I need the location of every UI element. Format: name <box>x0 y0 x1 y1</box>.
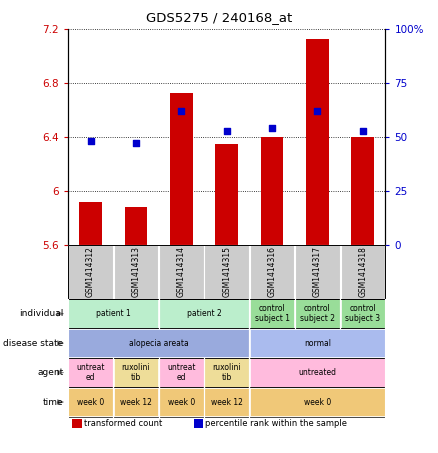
Text: patient 2: patient 2 <box>187 309 221 318</box>
Text: patient 1: patient 1 <box>96 309 131 318</box>
Bar <box>215 144 238 245</box>
Text: agent: agent <box>37 368 64 377</box>
Point <box>314 108 321 115</box>
Text: alopecia areata: alopecia areata <box>129 339 188 347</box>
Text: GSM1414316: GSM1414316 <box>268 246 276 297</box>
Text: individual: individual <box>19 309 64 318</box>
Text: percentile rank within the sample: percentile rank within the sample <box>205 419 347 428</box>
Point <box>178 108 185 115</box>
Point <box>359 127 366 134</box>
Text: untreat
ed: untreat ed <box>76 363 105 382</box>
Text: GSM1414317: GSM1414317 <box>313 246 322 297</box>
Bar <box>261 137 283 245</box>
Text: transformed count: transformed count <box>84 419 162 428</box>
Bar <box>170 93 193 245</box>
Text: GSM1414312: GSM1414312 <box>86 246 95 297</box>
Text: week 12: week 12 <box>120 398 152 406</box>
Text: GSM1414313: GSM1414313 <box>131 246 141 297</box>
Text: normal: normal <box>304 339 331 347</box>
Text: control
subject 2: control subject 2 <box>300 304 335 323</box>
Text: GSM1414315: GSM1414315 <box>222 246 231 297</box>
Text: disease state: disease state <box>3 339 64 347</box>
Text: control
subject 3: control subject 3 <box>345 304 380 323</box>
Text: control
subject 1: control subject 1 <box>254 304 290 323</box>
Bar <box>79 202 102 245</box>
Text: GSM1414314: GSM1414314 <box>177 246 186 297</box>
Text: week 0: week 0 <box>168 398 195 406</box>
Point <box>132 140 139 147</box>
Bar <box>351 137 374 245</box>
Text: GDS5275 / 240168_at: GDS5275 / 240168_at <box>146 11 292 24</box>
Point <box>268 125 276 132</box>
Text: ruxolini
tib: ruxolini tib <box>122 363 150 382</box>
Point <box>223 127 230 134</box>
Text: time: time <box>43 398 64 406</box>
Text: week 0: week 0 <box>77 398 104 406</box>
Bar <box>306 39 329 245</box>
Text: week 0: week 0 <box>304 398 331 406</box>
Text: GSM1414318: GSM1414318 <box>358 246 367 297</box>
Bar <box>124 207 147 245</box>
Text: untreat
ed: untreat ed <box>167 363 195 382</box>
Point <box>87 138 94 145</box>
Text: untreated: untreated <box>298 368 336 377</box>
Text: week 12: week 12 <box>211 398 243 406</box>
Text: ruxolini
tib: ruxolini tib <box>212 363 241 382</box>
